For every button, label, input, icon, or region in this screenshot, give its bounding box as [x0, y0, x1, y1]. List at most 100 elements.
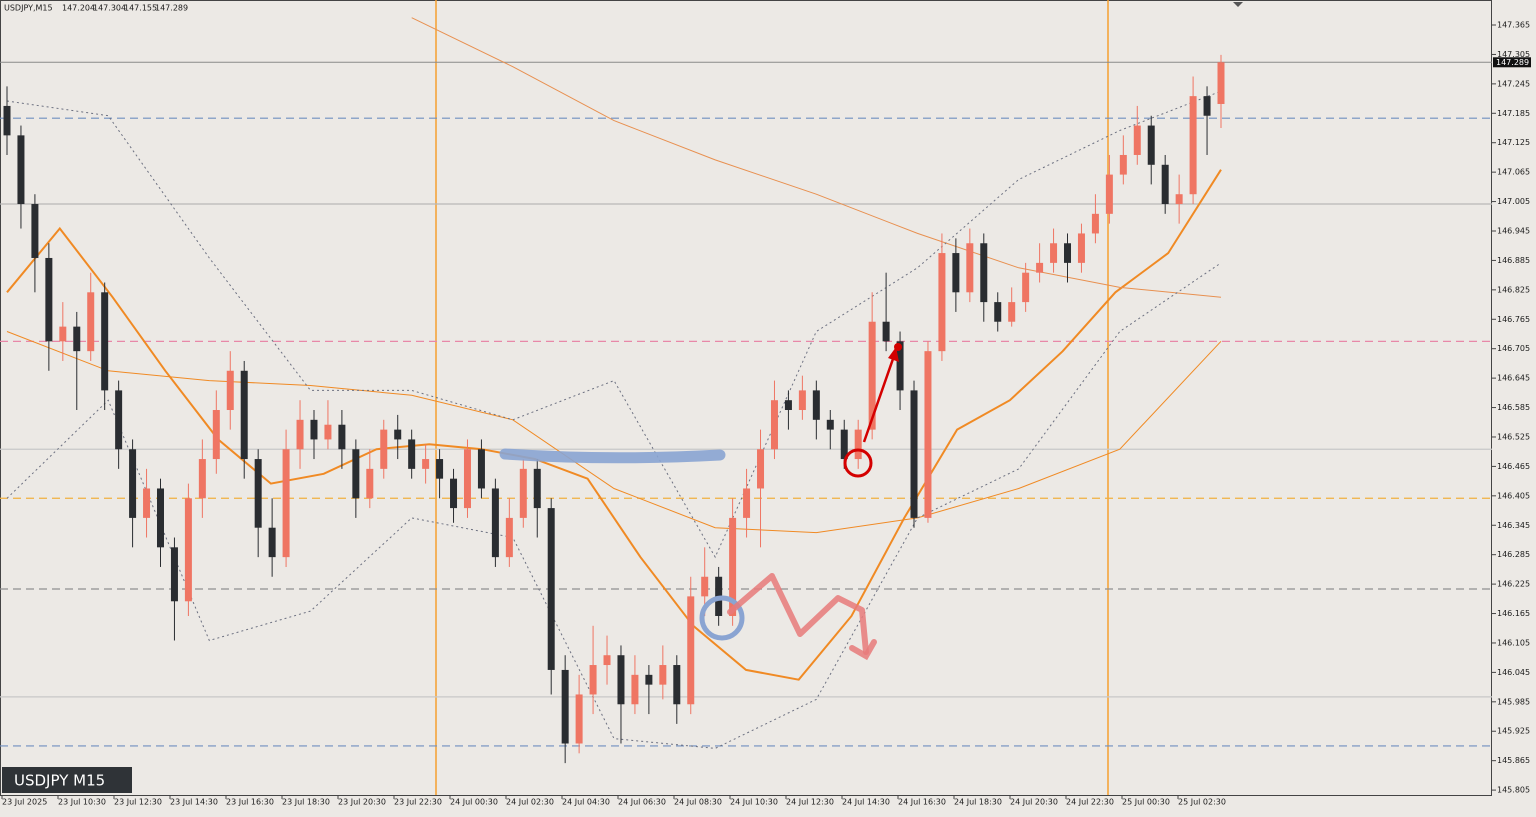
candle-body [673, 665, 681, 705]
shift-marker [1233, 2, 1243, 7]
candle-body [338, 424, 346, 450]
price-tag-label: 147.289 [1496, 58, 1529, 67]
scribble-path [727, 573, 869, 655]
candle-body [17, 135, 25, 205]
candle-body [422, 459, 430, 469]
candle-body [505, 517, 513, 558]
x-tick-label: 24 Jul 14:30 [842, 798, 890, 807]
candle-body [770, 400, 778, 450]
y-tick-label: 146.285 [1497, 550, 1530, 559]
circle-mark [699, 595, 745, 641]
candle-body [1217, 62, 1225, 104]
header-value: 147.204 [62, 4, 95, 13]
candle-body [631, 674, 639, 705]
candle-body [952, 253, 960, 293]
x-tick-label: 24 Jul 18:30 [954, 798, 1002, 807]
y-tick-label: 146.345 [1497, 521, 1530, 530]
candle-body [882, 321, 890, 342]
x-tick-label: 23 Jul 10:30 [58, 798, 106, 807]
y-tick-label: 145.925 [1497, 727, 1530, 736]
x-tick-label: 23 Jul 16:30 [226, 798, 274, 807]
candle-body [659, 665, 667, 685]
candle-body [547, 508, 555, 670]
candle-body [519, 468, 527, 518]
candle-body [1189, 96, 1197, 195]
x-tick-label: 25 Jul 02:30 [1178, 798, 1226, 807]
candle-body [826, 419, 834, 430]
y-tick-label: 147.125 [1497, 138, 1530, 147]
candle-body [282, 449, 290, 558]
candle-body [268, 527, 276, 558]
annotations [499, 343, 902, 661]
candle-body [1091, 213, 1099, 234]
symbol: USDJPY,M15 [4, 4, 53, 13]
x-tick-label: 23 Jul 18:30 [282, 798, 330, 807]
x-tick-label: 24 Jul 06:30 [618, 798, 666, 807]
time-axis: 23 Jul 2025 23 Jul 10:30 23 Jul 12:30 23 Ju… [1, 795, 1226, 807]
candle-body [840, 429, 848, 460]
header-value: 147.304 [93, 4, 126, 13]
candle-body [854, 429, 862, 460]
candle-body [408, 439, 416, 469]
circle-mark [843, 448, 873, 478]
x-tick-label: 24 Jul 04:30 [562, 798, 610, 807]
candle-body [156, 488, 164, 548]
x-tick-label: 24 Jul 16:30 [898, 798, 946, 807]
candle-body [1064, 243, 1072, 263]
price-tag [1493, 57, 1531, 68]
candle-body [910, 390, 918, 518]
x-tick-label: 24 Jul 12:30 [786, 798, 834, 807]
candle-body [1036, 262, 1044, 273]
y-tick-label: 146.105 [1497, 638, 1530, 647]
x-tick-label: 24 Jul 02:30 [506, 798, 554, 807]
candle-body [1077, 233, 1085, 263]
candle-body [380, 429, 388, 469]
candle-body [980, 243, 988, 303]
candle-body [240, 370, 248, 460]
arrow-dot [894, 343, 902, 351]
x-tick-label: 24 Jul 20:30 [1010, 798, 1058, 807]
x-tick-label: 23 Jul 14:30 [170, 798, 218, 807]
indicator-line [6, 262, 1222, 749]
x-tick-label: 24 Jul 22:30 [1066, 798, 1114, 807]
header-value: 147.155 [124, 4, 157, 13]
y-tick-label: 146.405 [1497, 491, 1530, 500]
candle-body [784, 400, 792, 411]
candle-body [868, 321, 876, 430]
candle-body [589, 665, 597, 695]
x-tick-label: 24 Jul 08:30 [674, 798, 722, 807]
candle-body [436, 459, 444, 479]
indicator-line [6, 169, 1222, 681]
indicators [6, 17, 1222, 749]
x-tick-label: 23 Jul 12:30 [114, 798, 162, 807]
y-tick-label: 145.865 [1497, 756, 1530, 765]
candle-body [645, 674, 653, 685]
candle-body [394, 429, 402, 440]
candle-body [701, 576, 709, 597]
candle-body [73, 326, 81, 352]
price-axis: 147.365 147.305 147.245 147.185 147.125 147.0… [1492, 21, 1531, 795]
candle-body [687, 596, 695, 705]
candle-body [994, 302, 1002, 322]
y-tick-label: 147.185 [1497, 109, 1530, 118]
candle-body [45, 257, 53, 342]
candle-body [533, 468, 541, 509]
candle-body [812, 390, 820, 420]
candle-body [1105, 174, 1113, 214]
y-tick-label: 146.525 [1497, 432, 1530, 441]
candle-body [757, 449, 765, 489]
y-tick-label: 146.645 [1497, 374, 1530, 383]
candle-body [1203, 96, 1211, 116]
arrow-head [888, 347, 899, 362]
y-tick-label: 146.885 [1497, 256, 1530, 265]
candle-body [1175, 194, 1183, 205]
candle-body [575, 694, 583, 744]
candle-body [3, 105, 11, 136]
y-tick-label: 147.245 [1497, 79, 1530, 88]
y-tick-label: 146.765 [1497, 315, 1530, 324]
x-tick-label: 23 Jul 22:30 [394, 798, 442, 807]
candle-body [59, 326, 67, 342]
